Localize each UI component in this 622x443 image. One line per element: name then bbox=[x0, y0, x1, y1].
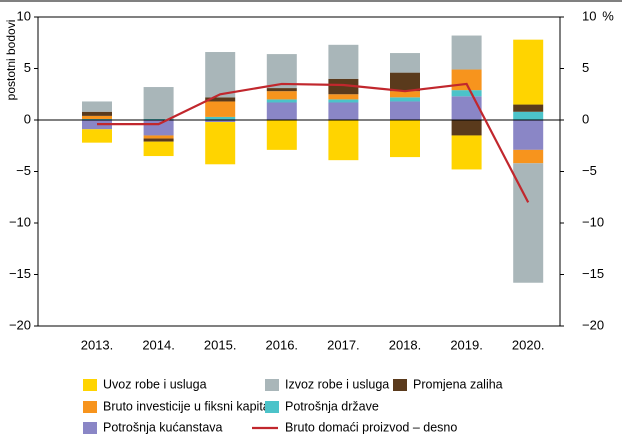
y2-tick-label: 10 bbox=[582, 8, 596, 23]
bar-segment bbox=[390, 97, 420, 102]
legend-swatch bbox=[393, 379, 407, 391]
legend-label: Promjena zaliha bbox=[413, 377, 503, 391]
y-tick-label: −15 bbox=[9, 266, 31, 281]
bar-segment bbox=[451, 120, 482, 136]
legend-label: Izvoz robe i usluga bbox=[285, 377, 389, 391]
y2-tick-label: 0 bbox=[582, 111, 589, 126]
bar-segment bbox=[205, 120, 236, 123]
bar-segment bbox=[328, 94, 359, 100]
x-tick-label: 2018. bbox=[389, 337, 422, 352]
bar-segment bbox=[451, 90, 482, 97]
x-tick-label: 2019. bbox=[450, 337, 483, 352]
bar-segment bbox=[328, 44, 359, 79]
bar-segment bbox=[513, 104, 544, 112]
bar-segment bbox=[82, 129, 112, 143]
bar-segment bbox=[513, 149, 544, 164]
y-tick-label: −5 bbox=[16, 163, 31, 178]
legend: Uvoz robe i usluga Izvoz robe i usluga Pro… bbox=[83, 377, 503, 434]
legend-label: Bruto domaći proizvod – desno bbox=[285, 420, 457, 434]
legend-label: Potrošnja države bbox=[285, 399, 379, 413]
bar-segment bbox=[82, 118, 112, 120]
bar-segment bbox=[143, 118, 174, 120]
bar-segment bbox=[328, 120, 359, 161]
bar-segment bbox=[82, 101, 112, 112]
bar-segment bbox=[143, 120, 174, 136]
y-tick-label: −10 bbox=[9, 214, 31, 229]
y-tick-label: −20 bbox=[9, 317, 31, 332]
bar-segment bbox=[205, 52, 236, 98]
bar-segment bbox=[390, 72, 420, 92]
y2-tick-label: −5 bbox=[582, 163, 597, 178]
bar-segment bbox=[82, 111, 112, 116]
bar-segment bbox=[143, 141, 174, 157]
y-axis-label: postotni bodovi bbox=[4, 20, 18, 101]
y-tick-label: 10 bbox=[17, 8, 31, 23]
bar-segment bbox=[266, 91, 297, 100]
y-tick-label: 5 bbox=[24, 60, 31, 75]
x-tick-label: 2014. bbox=[142, 337, 175, 352]
bar-segment bbox=[390, 120, 420, 158]
y-tick-label: 0 bbox=[24, 111, 31, 126]
legend-swatch bbox=[265, 401, 279, 413]
bar-segment bbox=[451, 69, 482, 91]
bar-segment bbox=[390, 53, 420, 73]
legend-swatch bbox=[83, 401, 97, 413]
bar-segment bbox=[513, 39, 544, 105]
bar-segment bbox=[205, 101, 236, 117]
x-tick-label: 2016. bbox=[266, 337, 299, 352]
y2-axis-label: % bbox=[602, 8, 614, 23]
legend-label: Uvoz robe i usluga bbox=[103, 377, 207, 391]
bar-segment bbox=[266, 120, 297, 150]
bar-segment bbox=[390, 91, 420, 98]
bar-segment bbox=[205, 116, 236, 120]
bar-segment bbox=[328, 78, 359, 95]
bar-segment bbox=[266, 88, 297, 92]
bar-segment bbox=[266, 99, 297, 103]
x-tick-label: 2020. bbox=[512, 337, 545, 352]
bar-segment bbox=[143, 138, 174, 142]
bar-segment bbox=[451, 96, 482, 120]
y2-tick-label: −20 bbox=[582, 317, 604, 332]
y2-tick-label: 5 bbox=[582, 60, 589, 75]
bar-segment bbox=[328, 99, 359, 103]
bar-segment bbox=[82, 115, 112, 119]
legend-swatch bbox=[265, 379, 279, 391]
x-tick-label: 2013. bbox=[81, 337, 114, 352]
bar-segment bbox=[205, 97, 236, 102]
bar-segment bbox=[390, 101, 420, 120]
bar-segment bbox=[205, 122, 236, 165]
bar-segment bbox=[451, 35, 482, 70]
bar-segment bbox=[266, 54, 297, 89]
legend-label: Potrošnja kućanstava bbox=[103, 420, 223, 434]
x-tick-label: 2017. bbox=[327, 337, 360, 352]
y2-tick-label: −10 bbox=[582, 214, 604, 229]
plot-frame bbox=[37, 16, 561, 327]
bar-segment bbox=[513, 111, 544, 120]
legend-swatch bbox=[83, 422, 97, 434]
bar-segment bbox=[143, 87, 174, 119]
x-tick-label: 2015. bbox=[204, 337, 237, 352]
bar-segment bbox=[328, 102, 359, 120]
bar-segment bbox=[143, 135, 174, 139]
bar-segment bbox=[451, 135, 482, 170]
y2-tick-label: −15 bbox=[582, 266, 604, 281]
legend-label: Bruto investicije u fiksni kapital bbox=[103, 399, 273, 413]
legend-swatch bbox=[83, 379, 97, 391]
line-series bbox=[97, 82, 530, 203]
bar-segment bbox=[513, 120, 544, 150]
bar-segment bbox=[266, 102, 297, 120]
